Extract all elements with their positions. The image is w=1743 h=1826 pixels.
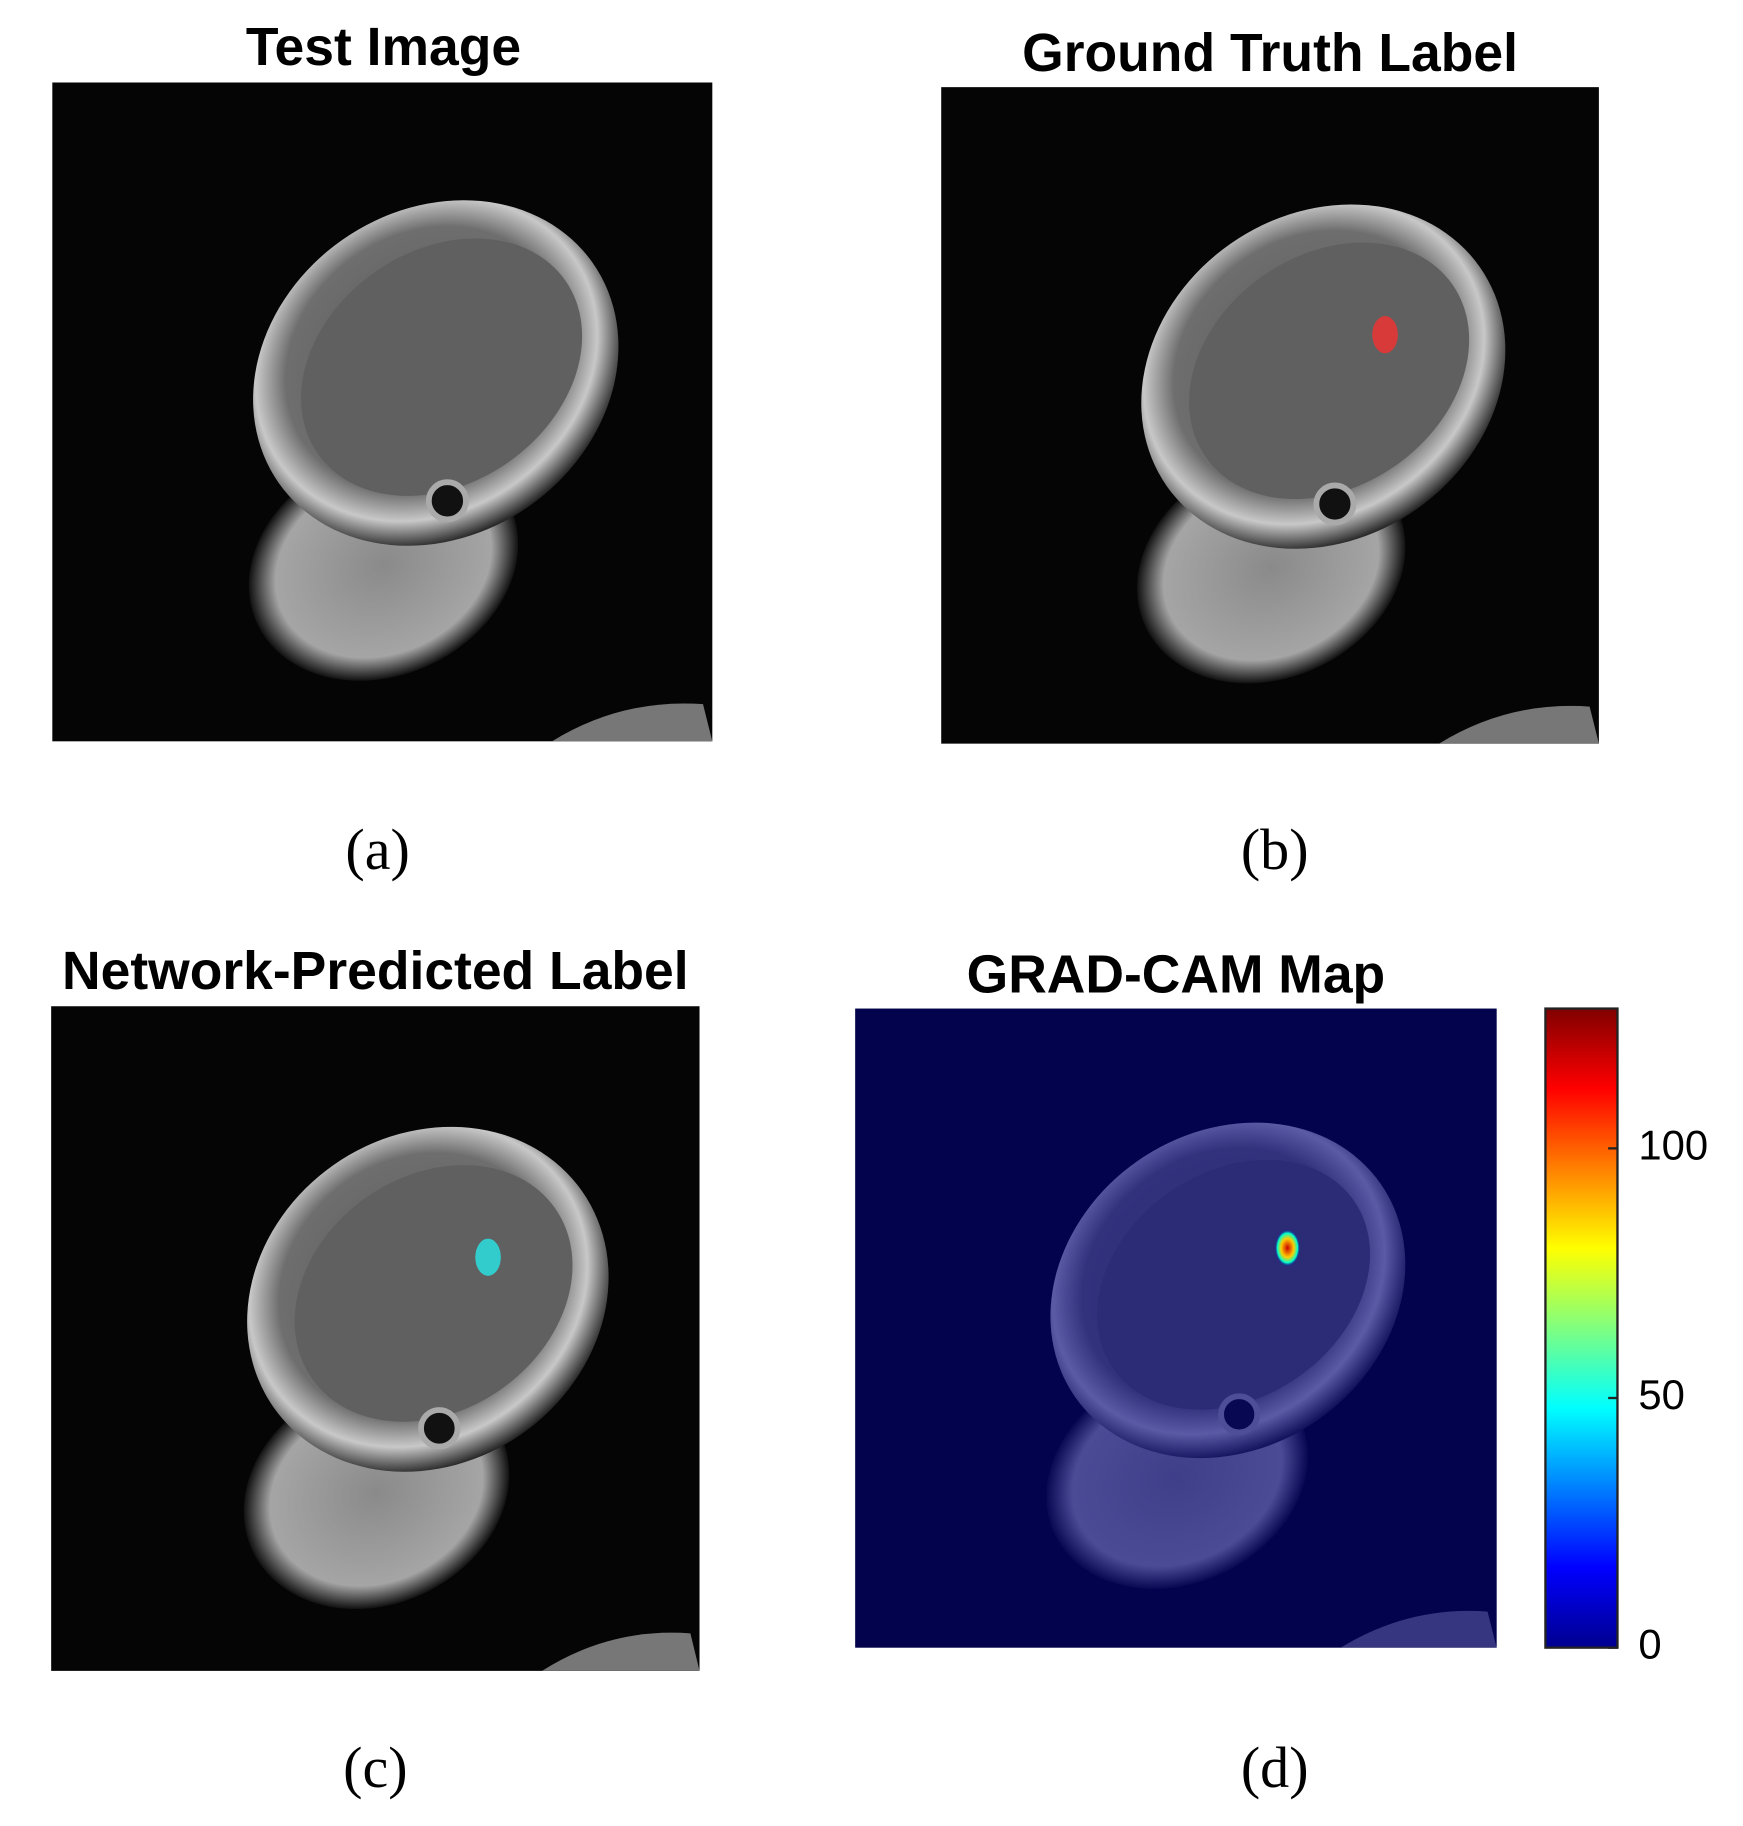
shoulder [542, 1632, 700, 1671]
shoulder [1439, 705, 1599, 744]
brain [1189, 242, 1470, 500]
colorbar-tick-label: 100 [1638, 1121, 1708, 1168]
colorbar-tick-label: 50 [1638, 1371, 1685, 1418]
lesion-marker [1372, 316, 1398, 354]
panel-caption: (a) [345, 817, 409, 882]
lesion-marker [475, 1238, 501, 1276]
panel-caption: (d) [1241, 1735, 1309, 1800]
mri-image [941, 87, 1599, 744]
brain [294, 1165, 573, 1422]
panel-title: GRAD-CAM Map [967, 945, 1386, 1004]
lesion-marker [1274, 1229, 1301, 1267]
panel-caption: (b) [1241, 817, 1309, 882]
panel-title: Ground Truth Label [1022, 24, 1518, 83]
mri-image [52, 82, 713, 742]
shoulder [551, 703, 713, 742]
eye-socket [418, 1407, 461, 1450]
mri-image [855, 1008, 1497, 1648]
panel-title: Network-Predicted Label [62, 942, 689, 1001]
panel-caption: (c) [343, 1735, 407, 1800]
eye-socket [1313, 482, 1357, 526]
colorbar [1544, 1007, 1619, 1649]
heatmap-overlay [855, 1008, 1497, 1648]
mri-image [51, 1006, 700, 1671]
colorbar-tick-label: 0 [1638, 1621, 1661, 1668]
brain [301, 238, 583, 496]
eye-socket [425, 479, 469, 523]
panel-title: Test Image [246, 18, 521, 77]
